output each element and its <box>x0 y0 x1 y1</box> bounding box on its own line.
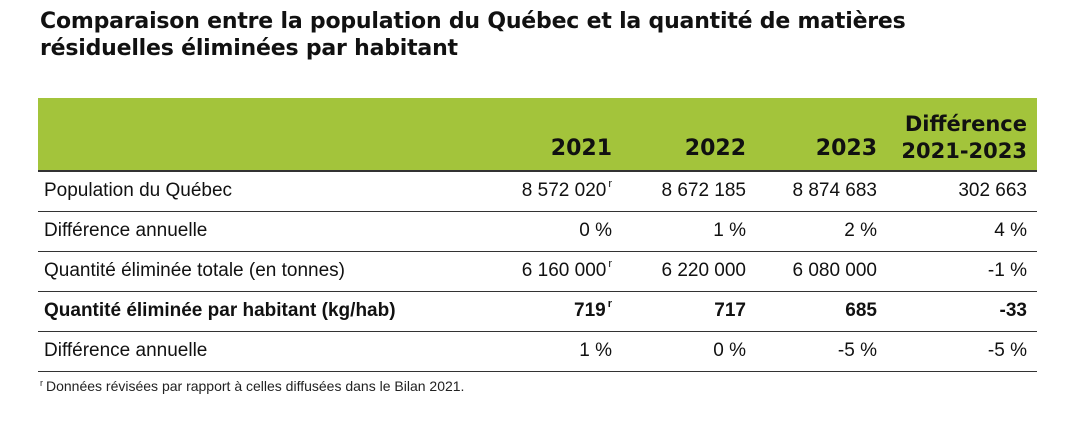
cell-difference: -1 % <box>987 260 1027 281</box>
cell-difference: -5 % <box>987 340 1027 361</box>
cell-2021: 1 % <box>579 340 612 361</box>
header-2022: 2022 <box>684 136 746 161</box>
cell-value: 6 160 000 <box>521 260 607 281</box>
cell-2022: 6 220 000 <box>661 260 746 281</box>
table-title: Comparaison entre la population du Québe… <box>40 8 1040 62</box>
cell-2023: 8 874 683 <box>792 180 877 202</box>
table-title-line-2: résiduelles éliminées par habitant <box>40 36 458 61</box>
cell-2023: 2 % <box>844 220 877 241</box>
footnote: r Données révisées par rapport à celles d… <box>40 378 464 394</box>
cell-2021: 8 572 020 r <box>458 171 622 211</box>
row-label: Quantité éliminée totale (en tonnes) <box>44 260 346 281</box>
revised-marker: r <box>607 298 612 310</box>
table-row-per-capita-annual-change: Différence annuelle 1 % 0 % -5 % -5 % <box>38 331 1037 371</box>
cell-2022: 0 % <box>713 340 746 361</box>
table-row-population-annual-change: Différence annuelle 0 % 1 % 2 % 4 % <box>38 211 1037 251</box>
cell-value: 719 <box>574 300 606 321</box>
table-row-per-capita: Quantité éliminée par habitant (kg/hab) … <box>38 291 1037 331</box>
cell-2023: 6 080 000 <box>792 260 877 281</box>
row-label: Quantité éliminée par habitant (kg/hab) <box>44 300 396 321</box>
cell-2023: -5 % <box>837 340 877 361</box>
cell-difference: 4 % <box>994 220 1027 241</box>
table-row-population: Population du Québec 8 572 020 r 8 672 18… <box>38 171 1037 211</box>
cell-value: 8 572 020 <box>521 180 607 202</box>
footnote-marker: r <box>40 378 43 388</box>
header-2021: 2021 <box>550 136 612 161</box>
cell-difference: -33 <box>999 300 1027 321</box>
row-label: Différence annuelle <box>44 220 208 241</box>
header-difference-line-2: 2021-2023 <box>901 139 1027 163</box>
cell-2021: 0 % <box>579 220 612 241</box>
row-label: Population du Québec <box>44 180 233 202</box>
row-label: Différence annuelle <box>44 340 208 361</box>
comparison-table: 2021 2022 2023 Différence 2021-2023 Popu… <box>38 98 1037 372</box>
header-difference-line-1: Différence <box>904 112 1027 136</box>
footnote-text: Données révisées par rapport à celles di… <box>46 378 465 394</box>
cell-2023: 685 <box>845 300 877 321</box>
table-header-row: 2021 2022 2023 Différence 2021-2023 <box>38 98 1037 171</box>
revised-marker: r <box>608 258 612 270</box>
table-title-line-1: Comparaison entre la population du Québe… <box>40 9 906 34</box>
cell-2022: 717 <box>714 300 746 321</box>
table-row-total-eliminated: Quantité éliminée totale (en tonnes) 6 1… <box>38 251 1037 291</box>
cell-2021: 6 160 000 r <box>458 251 622 291</box>
cell-difference: 302 663 <box>958 180 1027 202</box>
header-difference: Différence 2021-2023 <box>887 98 1037 171</box>
header-empty-cell <box>38 98 458 171</box>
revised-marker: r <box>608 178 612 191</box>
cell-2021: 719 r <box>458 291 622 331</box>
cell-2022: 8 672 185 <box>661 180 746 202</box>
cell-2022: 1 % <box>713 220 746 241</box>
header-2023: 2023 <box>815 136 877 161</box>
